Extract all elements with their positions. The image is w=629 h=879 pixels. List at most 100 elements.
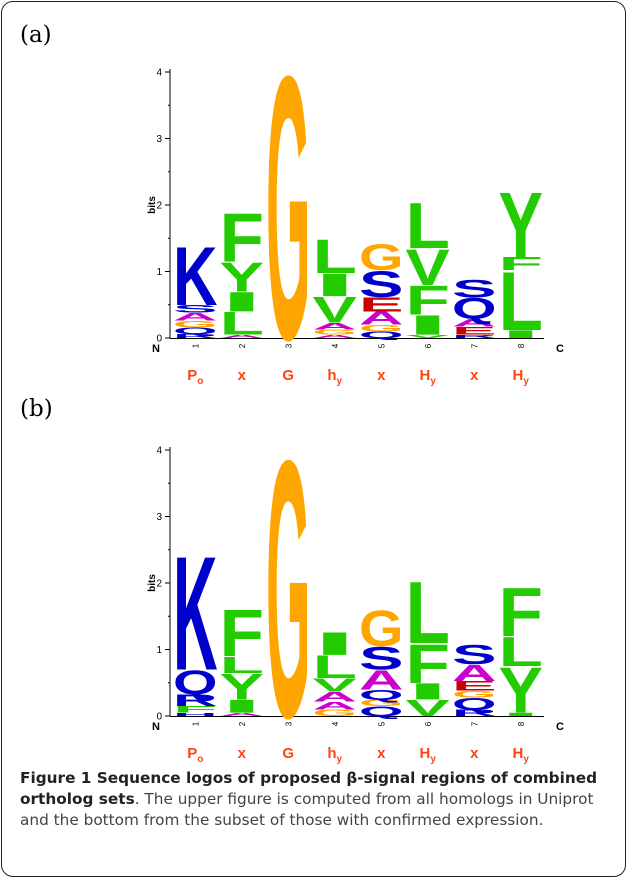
- logo-letter-L: L: [499, 628, 544, 675]
- logo-letter-A: A: [313, 700, 357, 712]
- svg-text:Y: Y: [499, 174, 544, 277]
- svg-text:F: F: [406, 632, 450, 695]
- n-terminus-label: N: [152, 721, 160, 733]
- svg-text:Q: Q: [173, 326, 217, 336]
- svg-text:E: E: [452, 678, 497, 694]
- svg-text:G: G: [359, 698, 403, 708]
- position-label: 8: [517, 721, 526, 726]
- logo-letter-Q: Q: [173, 663, 217, 702]
- pattern-label: G: [282, 745, 294, 762]
- svg-text:Q: Q: [452, 292, 496, 325]
- svg-text:L: L: [406, 564, 450, 662]
- logo-letter-F: F: [406, 277, 451, 324]
- logo-letter-R: R: [173, 333, 217, 339]
- logo-letter-A: A: [220, 712, 265, 717]
- pattern-label: Hy: [513, 745, 530, 765]
- logo-letter-S: S: [359, 641, 403, 677]
- svg-text:G: G: [452, 689, 496, 699]
- position-label: 5: [377, 721, 386, 726]
- svg-text:Q: Q: [173, 663, 217, 702]
- logo-letter-L: L: [499, 254, 543, 348]
- svg-text:A: A: [359, 665, 403, 696]
- y-axis-label: bits: [147, 574, 158, 592]
- logo-letter-V: V: [406, 695, 450, 721]
- position-label: 2: [238, 343, 247, 348]
- logo-letter-Q: Q: [452, 694, 496, 713]
- svg-text:A: A: [313, 689, 357, 704]
- svg-text:A: A: [173, 311, 217, 323]
- logo-letter-S: S: [359, 264, 403, 305]
- logo-letter-F: F: [220, 596, 264, 671]
- position-label: 4: [331, 343, 340, 348]
- svg-text:L: L: [499, 254, 543, 348]
- svg-text:A: A: [452, 317, 496, 329]
- svg-text:K: K: [173, 230, 218, 323]
- logo-letter-Y: Y: [220, 666, 264, 707]
- pattern-label: hy: [327, 745, 342, 765]
- pattern-label: hy: [327, 367, 342, 387]
- logo-letter-G: G: [266, 383, 310, 794]
- position-label: 2: [238, 721, 247, 726]
- position-label: 6: [424, 343, 433, 348]
- svg-text:L: L: [313, 649, 357, 685]
- svg-text:H: H: [173, 712, 218, 717]
- svg-text:Q: Q: [452, 694, 496, 713]
- panel-b-label: (b): [20, 396, 53, 422]
- logo-letter-V: V: [406, 334, 451, 339]
- svg-text:V: V: [406, 695, 450, 721]
- svg-text:S: S: [173, 303, 217, 315]
- svg-text:G: G: [266, 383, 310, 794]
- logo-letter-Y: Y: [499, 174, 544, 277]
- pattern-label: Po: [187, 745, 203, 765]
- svg-text:G: G: [313, 328, 357, 336]
- y-axis-label: bits: [147, 196, 158, 214]
- svg-text:A: A: [452, 660, 496, 686]
- y-tick-label: 0: [156, 334, 162, 345]
- svg-text:A: A: [313, 321, 357, 331]
- svg-text:I: I: [406, 678, 450, 704]
- logo-letter-G: G: [313, 328, 357, 336]
- svg-text:K: K: [173, 524, 218, 705]
- logo-letter-F: F: [499, 574, 543, 652]
- pattern-label: x: [238, 367, 247, 384]
- logo-letter-I: I: [220, 696, 264, 717]
- logo-letter-K: K: [173, 524, 218, 705]
- logo-letter-I: I: [406, 678, 450, 704]
- svg-text:G: G: [266, 0, 310, 419]
- position-label: 1: [191, 721, 200, 726]
- logo-letter-G: G: [173, 319, 217, 329]
- svg-text:S: S: [359, 264, 403, 305]
- logo-letter-G: G: [359, 323, 403, 333]
- svg-text:A: A: [359, 308, 403, 329]
- pattern-label: G: [282, 367, 294, 384]
- svg-text:L: L: [313, 230, 357, 284]
- pattern-label: x: [377, 745, 386, 762]
- pattern-label: Hy: [513, 367, 530, 387]
- y-tick-label: 2: [156, 201, 162, 212]
- logo-letter-I: I: [406, 310, 450, 341]
- logo-letter-L: L: [313, 230, 357, 284]
- logo-letter-A: A: [452, 317, 496, 329]
- y-tick-label: 4: [156, 446, 162, 457]
- svg-text:F: F: [220, 199, 264, 277]
- logo-letter-G: G: [313, 708, 357, 718]
- pattern-label: Hy: [420, 367, 437, 387]
- logo-letter-E: E: [452, 325, 496, 337]
- svg-text:L: L: [220, 305, 264, 341]
- svg-text:V: V: [313, 675, 358, 696]
- svg-text:I: I: [499, 712, 543, 717]
- svg-text:Q: Q: [359, 703, 403, 719]
- position-label: 1: [191, 343, 200, 348]
- svg-text:Q: Q: [359, 330, 403, 340]
- svg-text:G: G: [359, 323, 403, 333]
- y-tick-label: 0: [156, 712, 162, 723]
- svg-text:A: A: [220, 712, 265, 717]
- svg-text:I: I: [499, 328, 543, 340]
- logo-letter-E: E: [359, 293, 403, 316]
- logo-letter-F: F: [406, 632, 450, 695]
- logo-letter-H: H: [173, 712, 218, 717]
- pattern-label: x: [470, 745, 479, 762]
